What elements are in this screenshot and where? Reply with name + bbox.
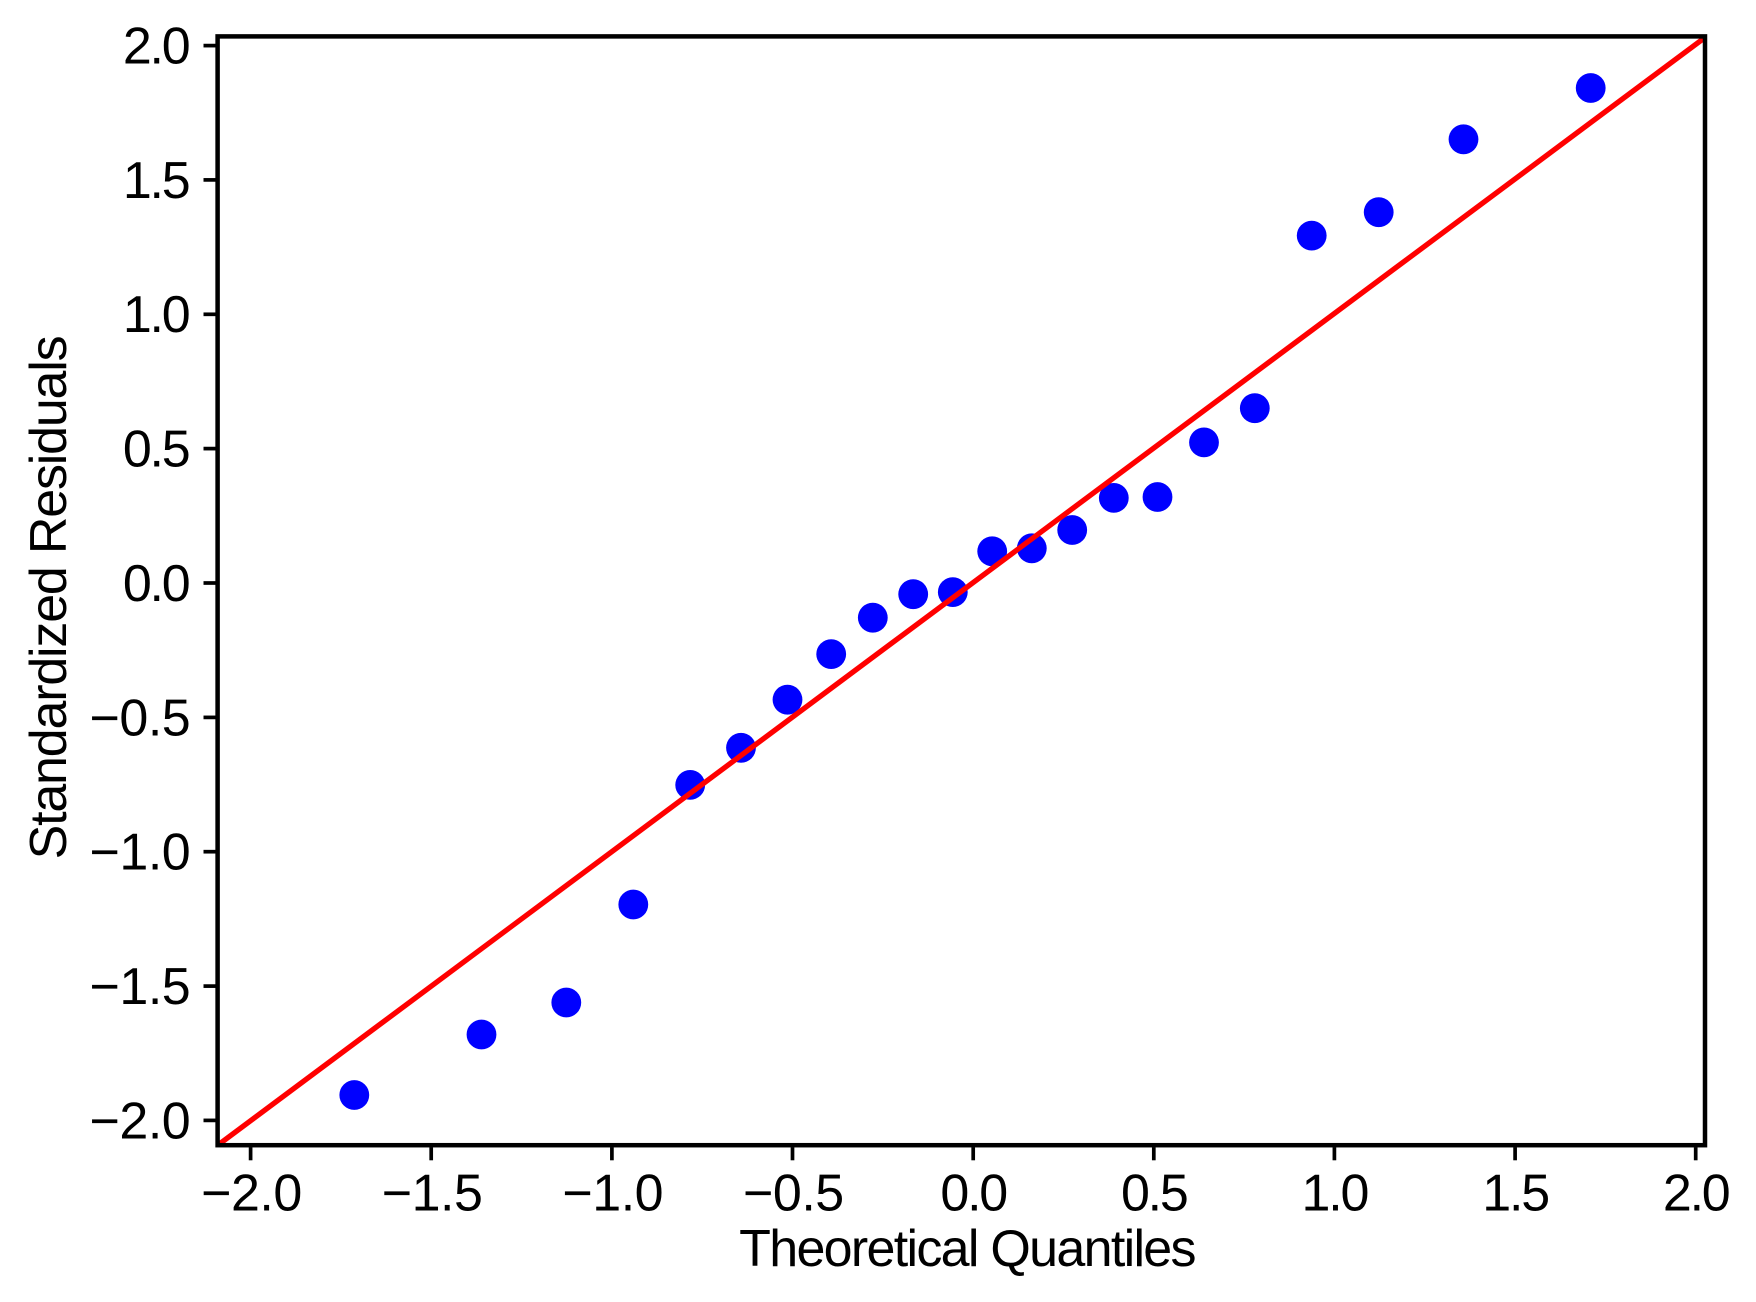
svg-text:−2.0: −2.0 <box>90 1092 189 1150</box>
svg-text:Standardized Residuals: Standardized Residuals <box>20 336 78 859</box>
svg-text:2.0: 2.0 <box>1663 1164 1729 1222</box>
svg-text:Theoretical Quantiles: Theoretical Quantiles <box>739 1220 1195 1278</box>
svg-text:2.0: 2.0 <box>123 18 189 76</box>
svg-text:0.5: 0.5 <box>1121 1164 1187 1222</box>
svg-text:0.0: 0.0 <box>123 555 189 613</box>
svg-text:−2.0: −2.0 <box>201 1164 300 1222</box>
svg-text:0.5: 0.5 <box>123 421 189 479</box>
svg-text:1.5: 1.5 <box>123 152 189 210</box>
svg-text:1.5: 1.5 <box>1482 1164 1548 1222</box>
svg-text:−0.5: −0.5 <box>743 1164 842 1222</box>
svg-text:−1.0: −1.0 <box>90 824 189 882</box>
svg-text:0.0: 0.0 <box>940 1164 1006 1222</box>
svg-text:−1.0: −1.0 <box>562 1164 661 1222</box>
svg-text:1.0: 1.0 <box>123 286 189 344</box>
svg-text:−1.5: −1.5 <box>382 1164 481 1222</box>
svg-text:−1.5: −1.5 <box>90 958 189 1016</box>
svg-text:1.0: 1.0 <box>1302 1164 1368 1222</box>
svg-text:−0.5: −0.5 <box>90 689 189 747</box>
